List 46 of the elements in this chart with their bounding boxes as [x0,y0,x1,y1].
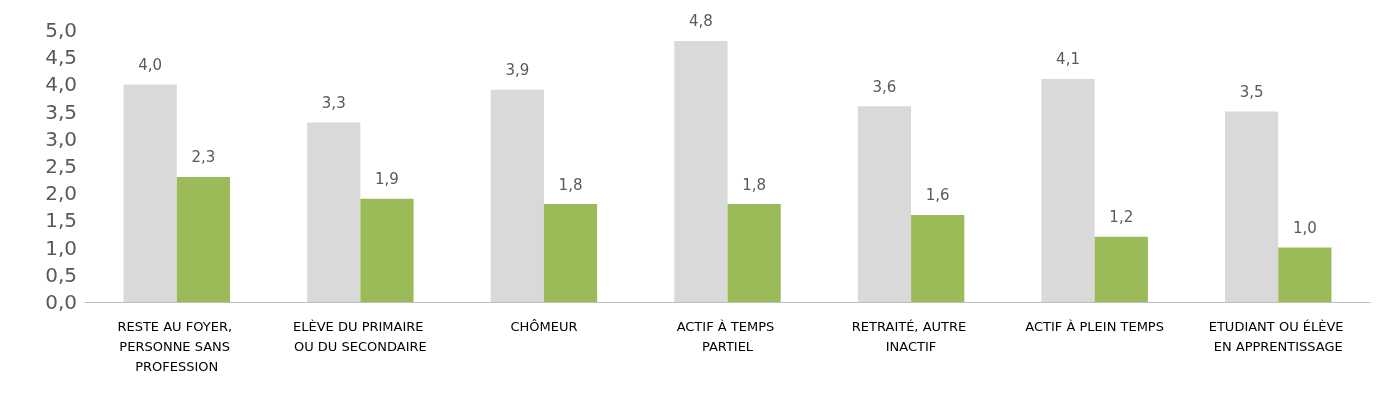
data-label: 1,6 [925,186,950,205]
bar [543,204,598,302]
bar [1278,247,1332,302]
data-label: 4,0 [138,55,163,74]
data-label: 4,1 [1056,50,1080,69]
data-label: 2,3 [191,148,216,167]
y-tick-label: 2,0 [45,181,77,206]
bar [727,204,781,302]
bar [911,214,965,302]
y-tick-label: 1,5 [45,208,77,233]
data-label: 3,6 [872,77,897,96]
y-tick-label: 3,0 [45,126,77,151]
x-tick-label: ETUDIANT OU ÉLÈVE EN APPRENTISSAGE [1208,318,1348,354]
data-label: 4,8 [688,12,713,31]
bar [674,40,728,302]
bar [307,122,361,302]
x-tick-label: RETRAITÉ, AUTRE INACTIF [851,318,971,354]
y-tick-label: 4,5 [45,45,77,70]
bar [176,176,231,302]
bar [1094,236,1148,302]
x-tick-label: CHÔMEUR [510,318,578,334]
y-tick-label: 0,0 [45,290,77,314]
x-tick-label: RESTE AU FOYER, PERSONNE SANS PROFESSION [117,318,237,374]
y-tick-label: 4,0 [45,72,77,97]
y-tick-label: 5,0 [45,18,77,42]
x-tick-label: ACTIF À TEMPS PARTIEL [676,318,779,354]
bar [360,198,414,302]
y-tick-label: 2,5 [45,154,77,178]
data-label: 1,9 [375,170,399,189]
bar [857,106,912,302]
x-tick-label: ACTIF À PLEIN TEMPS [1025,318,1164,334]
y-tick-label: 3,5 [45,99,77,124]
data-label: 3,3 [321,93,346,112]
data-label: 3,9 [505,61,530,80]
data-label: 1,2 [1109,208,1134,227]
y-tick-label: 1,0 [45,235,77,260]
x-tick-label: ELÈVE DU PRIMAIRE OU DU SECONDAIRE [293,318,428,354]
data-label: 1,8 [742,175,767,194]
bar [123,84,177,302]
data-label: 1,0 [1292,219,1317,238]
data-label: 3,5 [1239,83,1264,102]
bar [1041,78,1095,302]
bar [490,89,544,302]
data-label: 1,8 [558,175,583,194]
bar [1224,111,1279,302]
y-tick-label: 0,5 [45,262,77,287]
